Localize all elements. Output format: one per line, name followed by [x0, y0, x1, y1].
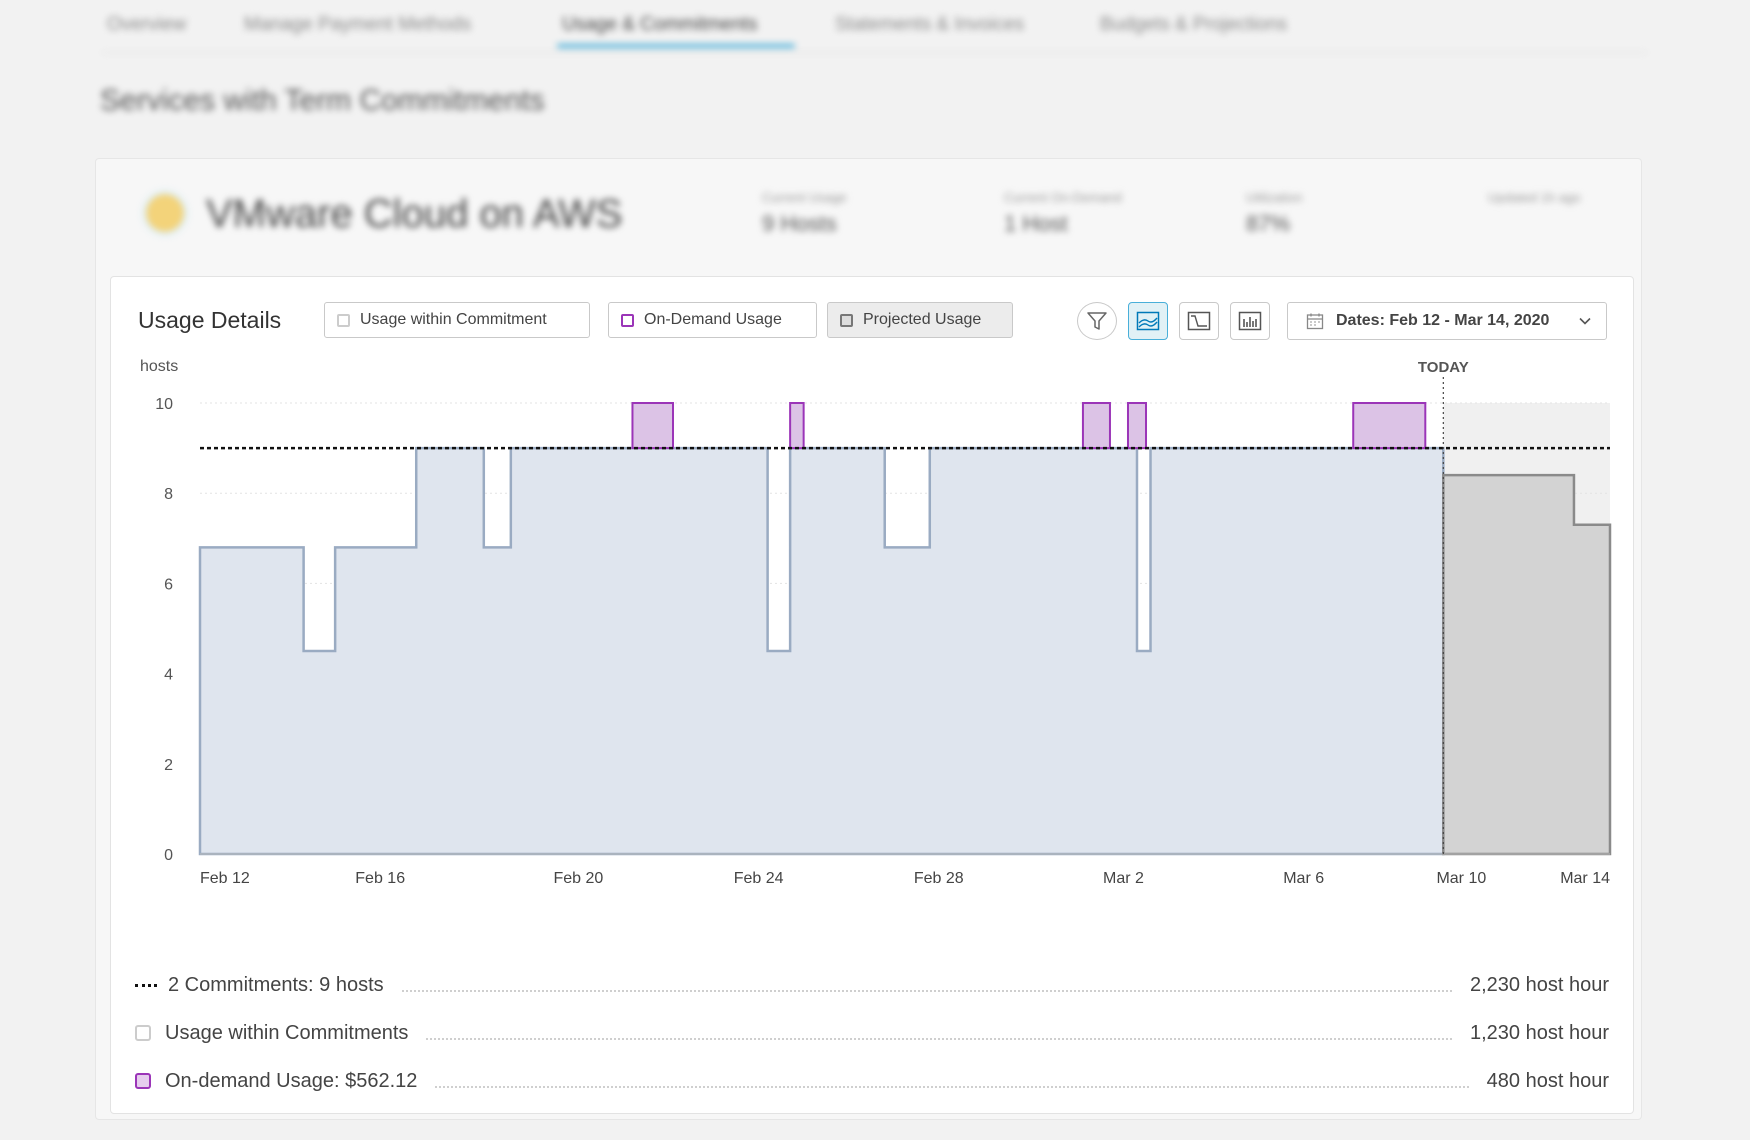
summary-value: 1,230 host hour: [1470, 1021, 1609, 1044]
usage-within-swatch-icon: [135, 1025, 151, 1041]
legend-toggle-on-demand-usage[interactable]: On-Demand Usage: [608, 302, 817, 338]
y-axis-label: hosts: [140, 358, 178, 375]
projected-checkbox-icon: [840, 313, 853, 327]
projected-usage-area: [1442, 473, 1612, 856]
y-tick-label: 10: [155, 396, 173, 413]
y-tick-label: 0: [164, 847, 173, 864]
on-demand-bar: [789, 402, 805, 450]
section-title: Services with Term Commitments: [100, 84, 545, 117]
step-line-view-button[interactable]: [1179, 302, 1219, 340]
tab-overview[interactable]: Overview: [107, 14, 187, 35]
stat-label: Current On-Demand: [1004, 190, 1122, 205]
area-chart-icon: [1136, 311, 1160, 331]
summary-row-on-demand: On-demand Usage: $562.12 480 host hour: [135, 1066, 1609, 1096]
x-tick-label: Mar 10: [1436, 870, 1486, 887]
stat-updated: Updated 1h ago: [1488, 190, 1581, 205]
stat-label: Updated 1h ago: [1488, 190, 1581, 205]
summary-value: 2,230 host hour: [1470, 973, 1609, 996]
commitment-line-swatch-icon: [135, 983, 157, 987]
stat-current-on-demand: Current On-Demand 1 Host: [1004, 190, 1122, 237]
on-demand-bar: [631, 402, 675, 450]
step-line-icon: [1187, 311, 1211, 331]
service-name: VMware Cloud on AWS: [206, 192, 623, 236]
service-logo-icon: [146, 194, 184, 232]
legend-toggle-usage-within-commitment[interactable]: Usage within Commitment: [324, 302, 590, 338]
x-tick-label: Mar 14: [1560, 870, 1610, 887]
stat-value: 87%: [1246, 211, 1291, 236]
legend-toggle-projected-usage[interactable]: Projected Usage: [827, 302, 1013, 338]
legend-label: Projected Usage: [863, 311, 982, 328]
usage-details-title: Usage Details: [138, 307, 282, 333]
area-chart-view-button[interactable]: [1128, 302, 1168, 340]
on-demand-bar: [1081, 402, 1111, 450]
stat-utilization: Utilization 87%: [1246, 190, 1302, 237]
filter-icon: [1087, 312, 1107, 330]
x-tick-label: Feb 28: [914, 870, 964, 887]
active-tab-indicator: [557, 44, 795, 48]
bar-chart-view-button[interactable]: [1230, 302, 1270, 340]
y-tick-label: 4: [164, 667, 173, 684]
calendar-icon: [1306, 313, 1324, 330]
tab-budgets-projections[interactable]: Budgets & Projections: [1100, 14, 1287, 35]
x-tick-label: Feb 12: [200, 870, 250, 887]
summary-value: 480 host hour: [1486, 1069, 1609, 1092]
y-tick-label: 8: [164, 486, 173, 503]
stat-label: Utilization: [1246, 190, 1303, 205]
today-label: TODAY: [1418, 359, 1469, 376]
tab-manage-payment-methods[interactable]: Manage Payment Methods: [244, 14, 472, 35]
summary-label: On-demand Usage: $562.12: [165, 1069, 418, 1092]
dotted-leader: [435, 1074, 1469, 1088]
legend-label: Usage within Commitment: [360, 311, 547, 328]
x-tick-label: Feb 24: [734, 870, 784, 887]
dotted-leader: [426, 1026, 1452, 1040]
summary-label: Usage within Commitments: [165, 1021, 409, 1044]
usage-within-checkbox-icon: [337, 313, 350, 327]
x-tick-label: Mar 6: [1283, 870, 1324, 887]
date-range-dropdown[interactable]: Dates: Feb 12 - Mar 14, 2020: [1287, 302, 1607, 340]
stat-label: Current Usage: [762, 190, 847, 205]
y-tick-label: 2: [164, 757, 173, 774]
x-tick-label: Feb 20: [553, 870, 603, 887]
summary-row-usage-within: Usage within Commitments 1,230 host hour: [135, 1018, 1609, 1048]
dotted-leader: [401, 978, 1452, 992]
on-demand-checkbox-icon: [621, 313, 634, 327]
stat-value: 1 Host: [1004, 211, 1068, 236]
stat-current-usage: Current Usage 9 Hosts: [762, 190, 847, 237]
filter-button[interactable]: [1077, 302, 1117, 340]
stat-value: 9 Hosts: [762, 211, 837, 236]
usage-chart: hosts 0 2 4 6 8 10 TODAY Feb 12 Feb 16 Feb 20 Feb 2…: [140, 358, 1612, 887]
legend-label: On-Demand Usage: [644, 311, 782, 328]
usage-details-panel: hosts 0 2 4 6 8 10 TODAY Feb 12 Feb 16 Feb 20 Feb 2…: [110, 276, 1634, 1114]
bar-chart-icon: [1238, 311, 1262, 331]
date-range-label: Dates: Feb 12 - Mar 14, 2020: [1336, 312, 1550, 329]
on-demand-swatch-icon: [135, 1073, 151, 1089]
tab-usage-commitments[interactable]: Usage & Commitments: [562, 14, 758, 35]
summary-label: 2 Commitments: 9 hosts: [168, 973, 384, 996]
y-tick-label: 6: [164, 576, 173, 593]
chevron-down-icon: [1579, 317, 1591, 325]
on-demand-bar: [1352, 402, 1427, 450]
top-tab-bar: Overview Manage Payment Methods Usage & …: [102, 0, 1647, 53]
on-demand-bar: [1126, 402, 1148, 450]
x-tick-label: Mar 2: [1103, 870, 1144, 887]
service-header: VMware Cloud on AWS Current Usage 9 Host…: [110, 170, 1630, 270]
summary-row-commitments: 2 Commitments: 9 hosts 2,230 host hour: [135, 970, 1609, 1000]
tab-statements-invoices[interactable]: Statements & Invoices: [835, 14, 1025, 35]
usage-within-commitment-area: [198, 446, 1445, 856]
x-tick-label: Feb 16: [355, 870, 405, 887]
